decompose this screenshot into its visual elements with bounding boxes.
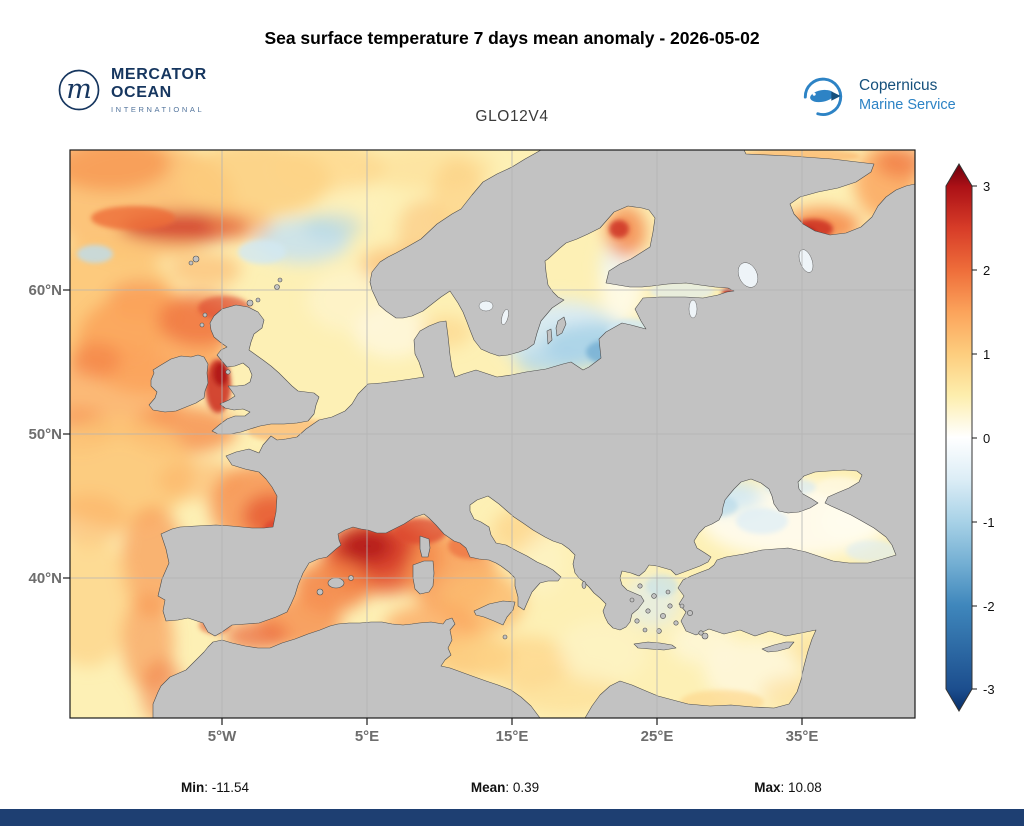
colorbar: 3 2 1 0 -1 -2 -3 <box>945 163 995 712</box>
colorbar-tick-label: 3 <box>983 179 990 194</box>
y-axis-labels: 60°N 50°N 40°N <box>28 282 62 587</box>
colorbar-bar <box>945 163 973 712</box>
map-area <box>70 150 915 718</box>
stat-mean-value: 0.39 <box>512 780 540 795</box>
graticule <box>70 150 915 718</box>
lake-vattern <box>501 309 509 325</box>
colorbar-tick-label: -3 <box>983 682 995 697</box>
page-title: Sea surface temperature 7 days mean anom… <box>264 28 760 48</box>
stat-mean: Mean: 0.39 <box>470 780 540 795</box>
island-faroe2 <box>188 260 194 266</box>
island-ibiza <box>316 588 324 596</box>
stat-min-label: Min <box>180 780 205 795</box>
lake-peipus <box>688 299 698 319</box>
x-tick-label: 25°E <box>641 728 674 745</box>
x-tick-label: 5°W <box>208 728 237 745</box>
island-shetland2 <box>277 277 283 283</box>
stat-max-value: 10.08 <box>787 780 822 795</box>
colorbar-ticks <box>972 185 977 690</box>
stat-mean-label: Mean <box>470 780 506 795</box>
lakes <box>478 249 814 325</box>
mercator-line1: MERCATOR <box>111 66 207 83</box>
y-tick-label: 60°N <box>28 282 62 299</box>
y-tick-label: 40°N <box>28 570 62 587</box>
stat-min: Min: -11.54 <box>180 780 250 795</box>
land-maghreb <box>152 617 541 718</box>
stat-min-value: -11.54 <box>211 780 250 795</box>
colorbar-labels: 3 2 1 0 -1 -2 -3 <box>983 179 995 697</box>
copernicus-line1: Copernicus <box>859 77 938 94</box>
y-tick-label: 50°N <box>28 426 62 443</box>
copernicus-fish-icon <box>803 77 843 116</box>
x-tick-label: 35°E <box>786 728 819 745</box>
mercator-line2: OCEAN <box>111 84 172 102</box>
islands <box>148 255 795 653</box>
x-tick-label: 15°E <box>496 728 529 745</box>
island-oland <box>546 328 553 345</box>
product-label: GLO12V4 <box>475 108 549 125</box>
island-orkney <box>246 299 254 307</box>
mercator-ocean-logo: m MERCATOR OCEAN INTERNATIONAL <box>56 66 207 114</box>
island-hebrides2 <box>199 322 205 328</box>
x-axis-labels: 5°W 5°E 15°E 25°E 35°E <box>208 728 819 745</box>
island-sicily <box>473 600 516 626</box>
copernicus-logo: Copernicus Marine Service <box>795 70 956 120</box>
island-great-britain <box>209 304 320 435</box>
island-sardinia <box>412 560 435 595</box>
colorbar-tick-label: 1 <box>983 347 990 362</box>
island-rhodes <box>701 632 709 640</box>
island-orkney2 <box>255 297 261 303</box>
colorbar-tick-label: 2 <box>983 263 990 278</box>
colorbar-tick-label: -2 <box>983 599 995 614</box>
svg-text:m: m <box>66 74 92 105</box>
island-hebrides <box>202 312 208 318</box>
lake-ladoga <box>737 262 759 288</box>
copernicus-logo-text: Copernicus Marine Service <box>859 77 956 113</box>
island-mallorca <box>327 577 345 589</box>
island-ireland <box>148 354 209 413</box>
mercator-monogram-icon: m <box>58 69 100 111</box>
x-tick-label: 5°E <box>355 728 379 745</box>
copernicus-line2: Marine Service <box>859 97 956 113</box>
island-isle-of-man <box>225 369 231 375</box>
stat-max-label: Max <box>754 780 781 795</box>
island-shetland <box>274 284 280 290</box>
island-crete <box>633 641 677 651</box>
mercator-logo-text: MERCATOR OCEAN INTERNATIONAL <box>111 66 207 114</box>
island-faroe <box>192 255 200 263</box>
axis-ticks <box>63 289 803 725</box>
mercator-line3: INTERNATIONAL <box>111 104 205 114</box>
island-cyprus <box>761 641 795 653</box>
island-gotland <box>555 316 567 337</box>
footer-bar <box>0 809 1024 826</box>
lake-vanern <box>478 300 494 312</box>
island-corsica <box>419 535 431 558</box>
island-malta <box>502 634 508 640</box>
colorbar-tick-label: -1 <box>983 515 995 530</box>
aegean-islands <box>629 583 704 636</box>
stat-max: Max: 10.08 <box>754 780 822 795</box>
island-corfu <box>581 581 587 589</box>
colorbar-tick-label: 0 <box>983 431 990 446</box>
